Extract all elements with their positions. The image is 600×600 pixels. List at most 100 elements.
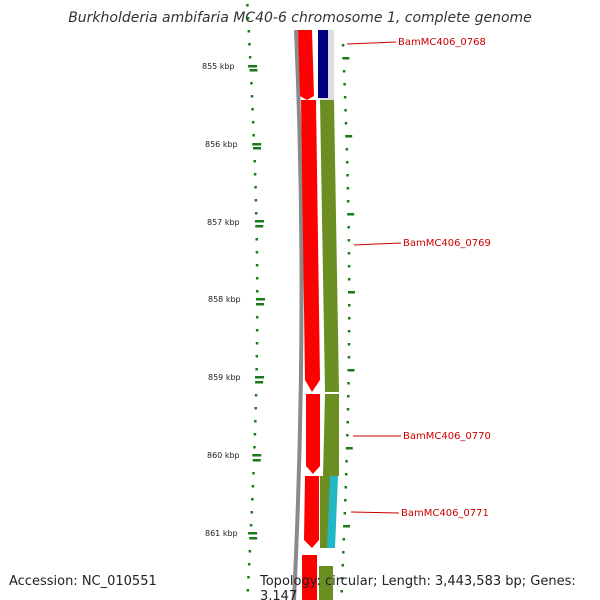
accession-text: Accession: NC_010551	[9, 574, 157, 589]
feature-minor-tick	[341, 44, 345, 47]
minor-tick	[250, 82, 253, 85]
major-tick	[249, 537, 258, 540]
feature-minor-tick	[344, 499, 347, 502]
feature-minor-tick	[341, 564, 344, 567]
cds-segment	[302, 555, 317, 600]
feature-minor-tick	[345, 460, 348, 463]
feature-major-tick	[347, 213, 355, 216]
cds-track	[298, 30, 320, 600]
gene-feature-0768	[318, 30, 328, 98]
tick-labels: 855 kbp 856 kbp 857 kbp 858 kbp 859 kbp …	[202, 62, 241, 538]
feature-minor-tick	[347, 343, 351, 346]
map-title: Burkholderia ambifaria MC40-6 chromosome…	[68, 10, 532, 26]
tick-label: 860 kbp	[207, 451, 240, 460]
feature-major-tick	[345, 135, 353, 138]
minor-tick	[255, 251, 259, 254]
feature-minor-tick	[347, 278, 351, 281]
minor-tick	[255, 316, 259, 319]
feature-minor-tick	[342, 70, 346, 73]
minor-tick	[248, 550, 252, 553]
tick-label: 859 kbp	[208, 373, 241, 382]
feature-major-tick	[347, 291, 355, 294]
tick-label: 855 kbp	[202, 62, 235, 71]
feature-minor-tick	[347, 330, 351, 333]
major-tick	[248, 65, 258, 68]
minor-tick	[248, 56, 252, 59]
feature-minor-tick	[345, 161, 349, 164]
minor-tick	[251, 121, 255, 124]
feature-minor-tick	[342, 551, 345, 554]
feature-minor-tick	[344, 473, 348, 476]
feature-minor-tick	[347, 252, 351, 255]
major-tick	[255, 298, 265, 301]
tick-label: 858 kbp	[208, 295, 241, 304]
minor-tick	[253, 433, 257, 436]
feature-minor-tick	[343, 83, 346, 86]
minor-tick	[251, 498, 254, 501]
gene-track	[318, 30, 339, 600]
minor-tick	[255, 368, 258, 371]
feature-major-tick	[345, 447, 353, 450]
cds-segment	[304, 476, 319, 548]
feature-major-tick	[347, 369, 355, 372]
major-tick	[255, 225, 264, 228]
gene-feature-0771-olive	[320, 476, 330, 548]
feature-minor-tick	[347, 382, 350, 385]
feature-minor-tick	[347, 265, 351, 268]
minor-tick	[248, 43, 251, 46]
gene-leader-line	[346, 41, 397, 45]
feature-minor-tick	[345, 148, 349, 151]
minor-tick	[254, 420, 257, 423]
scale-ruler	[246, 4, 265, 592]
major-tick	[248, 532, 258, 535]
feature-minor-tick	[344, 122, 348, 125]
gene-label-0769: BamMC406_0769	[403, 238, 491, 249]
minor-tick	[253, 446, 256, 449]
feature-minor-tick	[340, 590, 343, 593]
feature-minor-tick	[344, 486, 347, 489]
minor-tick	[246, 17, 250, 20]
major-tick	[255, 376, 265, 379]
minor-tick	[255, 277, 259, 280]
minor-tick	[254, 199, 258, 202]
feature-minor-tick	[347, 395, 350, 398]
feature-minor-tick	[340, 577, 344, 580]
feature-major-tick	[343, 525, 351, 528]
minor-tick	[251, 108, 254, 111]
major-tick	[252, 147, 261, 150]
feature-minor-tick	[347, 239, 351, 242]
feature-minor-tick	[347, 304, 351, 307]
gene-labels: BamMC406_0768 BamMC406_0769 BamMC406_077…	[346, 37, 491, 519]
topology-text: Topology: circular; Length: 3,443,583 bp…	[260, 574, 576, 600]
gene-leader-line	[353, 242, 402, 246]
minor-tick	[246, 589, 250, 592]
minor-tick	[255, 290, 259, 293]
major-tick	[252, 454, 262, 457]
minor-tick	[255, 342, 259, 345]
major-tick	[252, 143, 262, 146]
minor-tick	[247, 30, 251, 33]
feature-minor-tick	[347, 356, 351, 359]
feature-minor-tick	[347, 317, 351, 320]
minor-tick	[247, 576, 250, 579]
feature-minor-tick	[347, 226, 350, 229]
feature-minor-tick	[346, 434, 349, 437]
gene-feature-0769	[320, 100, 339, 392]
gene-feature-next	[319, 566, 333, 600]
tick-label: 861 kbp	[205, 529, 238, 538]
gene-label-0768: BamMC406_0768	[398, 37, 486, 48]
tick-label: 856 kbp	[205, 140, 238, 149]
minor-tick	[254, 186, 257, 189]
minor-tick	[251, 485, 255, 488]
minor-tick	[250, 95, 254, 98]
feature-minor-tick	[346, 200, 350, 203]
major-tick	[254, 220, 264, 223]
minor-tick	[254, 394, 258, 397]
minor-tick	[253, 173, 257, 176]
feature-minor-tick	[346, 174, 349, 177]
cds-segment	[298, 30, 314, 100]
minor-tick	[252, 134, 255, 137]
minor-tick	[255, 264, 259, 267]
